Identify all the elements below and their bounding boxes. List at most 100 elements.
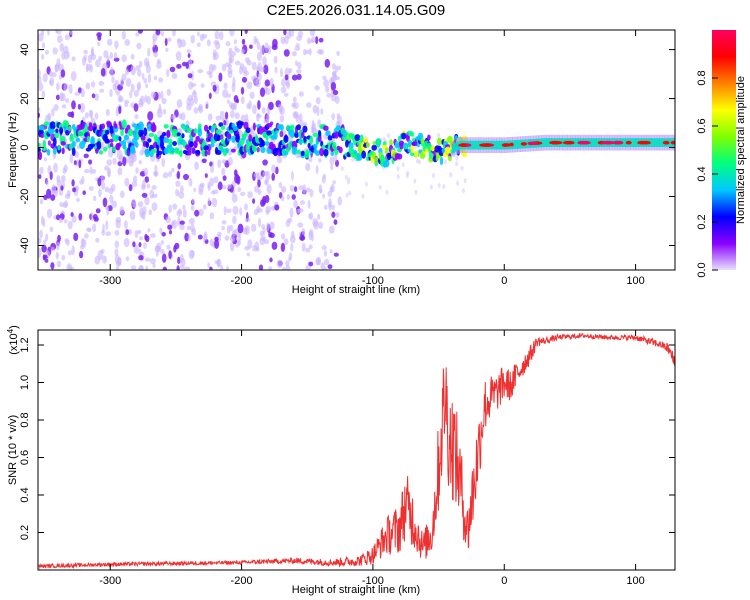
spectrogram-noise-cell — [296, 73, 302, 80]
spectrogram-noise-cell — [187, 73, 193, 79]
spectrogram-noise-cell — [56, 82, 60, 91]
spectrogram-noise-cell — [156, 61, 162, 69]
spectrogram-ridge-cell — [138, 129, 144, 137]
spectrogram-noise-cell — [460, 165, 464, 171]
spectrogram-noise-cell — [208, 63, 214, 74]
spectrogram-noise-cell — [296, 35, 302, 42]
spectrogram-ridge-cell — [427, 134, 431, 141]
spectrogram-ridge-cell — [248, 134, 253, 142]
spectrogram-noise-cell — [265, 205, 272, 213]
spectrogram-ridge-cell — [220, 125, 226, 130]
spectrogram-ridge-cell — [302, 125, 308, 133]
spectrogram-noise-cell — [114, 240, 120, 249]
spectrogram-noise-cell — [64, 238, 69, 243]
spectrogram-noise-cell — [330, 164, 334, 171]
colorbar-label: Normalized spectral amplitude — [735, 76, 747, 224]
spectrogram-noise-cell — [183, 173, 189, 181]
spectrogram-noise-cell — [182, 204, 186, 211]
spectrogram-noise-cell — [260, 66, 265, 73]
spectrogram-ridge-cell — [252, 144, 257, 153]
spectrogram-noise-cell — [40, 30, 45, 36]
spectrogram-noise-cell — [396, 166, 400, 172]
spectrogram-noise-cell — [121, 54, 127, 63]
spectrogram-ridge-cell — [55, 128, 59, 134]
spectrogram-noise-cell — [228, 56, 233, 64]
spectrogram-ridge-cell — [71, 140, 76, 148]
spectrogram-carrier-band — [630, 138, 634, 147]
spectrogram-ytick-label: 40 — [19, 43, 31, 55]
spectrogram-ridge-cell — [43, 121, 50, 127]
spectrogram-noise-cell — [217, 159, 222, 168]
spectrogram-ridge-cell — [191, 147, 196, 155]
spectrogram-noise-cell — [203, 231, 208, 241]
spectrogram-noise-cell — [268, 266, 273, 270]
spectrogram-noise-cell — [176, 38, 181, 44]
spectrogram-noise-cell — [133, 89, 139, 98]
snr-ytick-label: 1.0 — [19, 375, 31, 390]
spectrogram-noise-cell — [182, 209, 187, 218]
spectrogram-noise-cell — [212, 84, 217, 92]
spectrogram-noise-cell — [180, 257, 186, 267]
spectrogram-noise-cell — [160, 90, 164, 100]
spectrogram-noise-cell — [43, 239, 47, 246]
spectrogram-noise-cell — [49, 77, 55, 87]
spectrogram-ridge-cell — [309, 135, 314, 145]
spectrogram-carrier-band — [635, 138, 639, 147]
spectrogram-noise-cell — [331, 211, 336, 218]
spectrogram-noise-cell — [91, 169, 97, 174]
spectrogram-noise-cell — [289, 235, 296, 244]
spectrogram-ridge-cell — [410, 131, 414, 137]
spectrogram-noise-cell — [285, 260, 290, 267]
spectrogram-noise-cell — [70, 212, 74, 217]
spectrogram-ridge-cell — [60, 141, 66, 146]
spectrogram-noise-cell — [239, 207, 243, 216]
spectrogram-ridge-cell — [195, 135, 201, 142]
spectrogram-ridge-cell — [109, 142, 114, 148]
spectrogram-noise-cell — [405, 173, 409, 179]
spectrogram-ridge-cell — [300, 150, 305, 156]
spectrogram-noise-cell — [184, 266, 191, 270]
spectrogram-noise-cell — [179, 224, 185, 231]
spectrogram-noise-cell — [225, 111, 229, 120]
spectrogram-noise-cell — [237, 240, 241, 246]
spectrogram-noise-cell — [104, 186, 110, 193]
spectrogram-ridge-cell — [40, 133, 45, 139]
spectrogram-noise-cell — [98, 188, 102, 198]
spectrogram-noise-cell — [297, 222, 304, 228]
spectrogram-noise-cell — [323, 79, 329, 88]
spectrogram-ridge-cell — [217, 134, 221, 142]
spectrogram-noise-cell — [322, 193, 325, 199]
spectrogram-noise-cell — [221, 63, 227, 72]
spectrogram-noise-cell — [51, 108, 55, 117]
spectrogram-noise-cell — [309, 30, 316, 37]
spectrogram-noise-cell — [300, 200, 305, 206]
spectrogram-ridge-cell — [384, 147, 389, 155]
spectrogram-noise-cell — [38, 82, 44, 92]
spectrogram-noise-cell — [188, 178, 193, 187]
spectrogram-noise-cell — [88, 159, 93, 165]
spectrogram-noise-cell — [53, 162, 58, 173]
spectrogram-noise-cell — [143, 167, 149, 176]
spectrogram-noise-cell — [315, 165, 319, 175]
spectrogram-peak-cell — [641, 140, 651, 145]
snr-series-line — [38, 332, 675, 570]
spectrogram-noise-cell — [143, 57, 150, 68]
spectrogram-noise-cell — [269, 77, 274, 88]
spectrogram-noise-cell — [273, 55, 278, 64]
spectrogram-noise-cell — [180, 185, 184, 193]
spectrogram-noise-cell — [247, 191, 253, 199]
spectrogram-ridge-cell — [150, 148, 157, 154]
spectrogram-noise-cell — [328, 225, 335, 234]
spectrogram-noise-cell — [76, 197, 80, 202]
spectrogram-noise-cell — [216, 231, 222, 237]
spectrogram-ridge-cell — [317, 134, 322, 142]
spectrogram-ridge-cell — [283, 134, 289, 143]
spectrogram-ridge-cell — [197, 129, 202, 137]
spectrogram-noise-cell — [429, 184, 433, 190]
spectrogram-noise-cell — [316, 49, 323, 55]
spectrogram-noise-cell — [280, 242, 286, 252]
spectrogram-noise-cell — [290, 243, 294, 252]
spectrogram-noise-cell — [306, 102, 312, 108]
spectrogram-ridge-cell — [266, 130, 273, 136]
